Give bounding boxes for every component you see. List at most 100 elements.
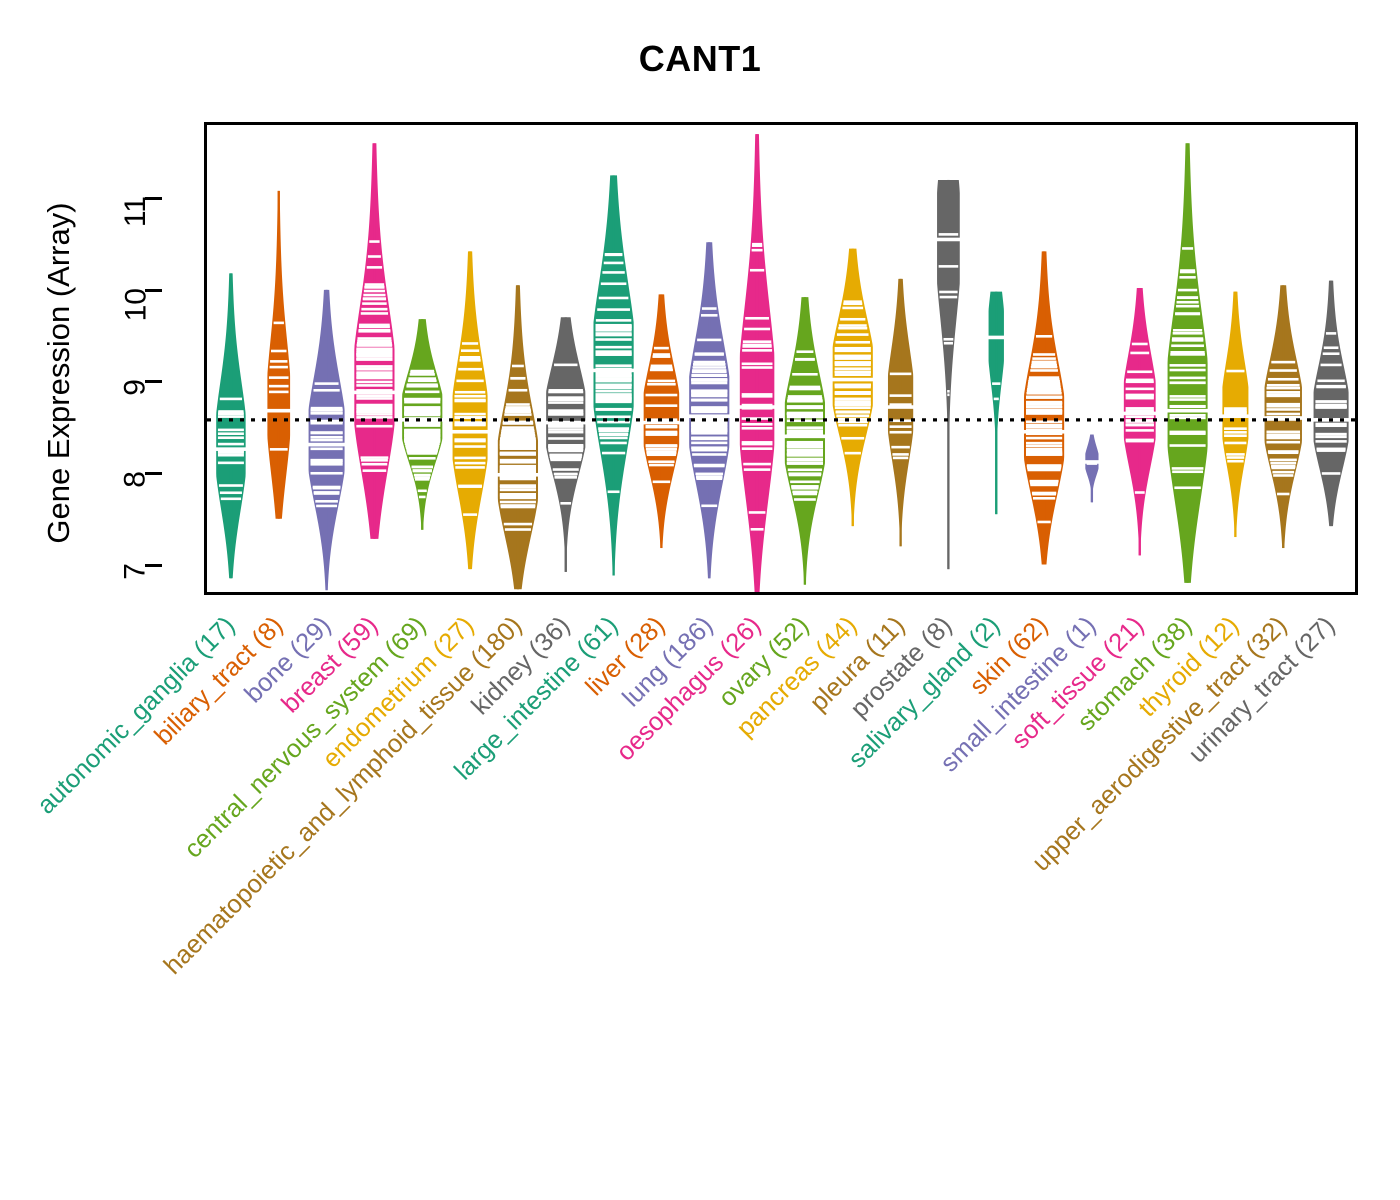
sample-point-gap	[1224, 427, 1247, 430]
sample-point-gap	[692, 453, 727, 456]
sample-point-gap	[645, 444, 678, 447]
sample-point-gap	[691, 394, 728, 398]
violin-small_intestine	[1084, 434, 1100, 503]
violin-range-line	[899, 278, 902, 547]
sample-point-gap	[219, 397, 243, 401]
sample-point-gap	[505, 406, 531, 409]
sample-point-gap	[595, 351, 632, 355]
sample-point-gap	[645, 447, 677, 451]
sample-point-gap	[691, 408, 728, 412]
sample-point-gap	[271, 349, 287, 353]
sample-point-gap	[1027, 385, 1061, 389]
sample-point-gap	[1026, 453, 1063, 456]
sample-point-gap	[553, 472, 578, 476]
sample-point-gap	[1176, 300, 1199, 304]
sample-point-gap	[597, 420, 630, 424]
sample-point-gap	[1026, 426, 1063, 429]
violin-lung	[686, 242, 733, 579]
sample-point-gap	[947, 390, 950, 393]
sample-point-gap	[694, 352, 724, 356]
sample-point-gap	[412, 469, 432, 472]
sample-point-gap	[786, 445, 823, 449]
sample-point-gap	[501, 426, 534, 429]
sample-point-gap	[597, 308, 630, 311]
sample-point-gap	[889, 372, 912, 376]
sample-point-gap	[407, 452, 438, 455]
sample-point-gap	[356, 343, 393, 347]
sample-point-gap	[834, 391, 871, 394]
sample-point-gap	[1125, 380, 1154, 384]
median-marker	[494, 472, 542, 477]
violin-plot-svg	[207, 134, 1355, 592]
sample-point-gap	[838, 326, 868, 330]
sample-point-gap	[691, 419, 728, 423]
sample-point-gap	[595, 319, 632, 322]
sample-point-gap	[1169, 368, 1206, 372]
sample-point-gap	[1315, 422, 1347, 426]
sample-point-gap	[361, 307, 388, 311]
sample-point-gap	[454, 423, 486, 426]
sample-point-gap	[217, 415, 244, 418]
sample-point-gap	[600, 441, 627, 445]
sample-point-gap	[595, 329, 632, 332]
sample-point-gap	[501, 431, 535, 435]
sample-point-gap	[1316, 385, 1346, 389]
sample-point-gap	[1171, 344, 1204, 348]
sample-point-gap	[834, 357, 871, 360]
sample-point-gap	[269, 448, 288, 451]
sample-point-gap	[743, 468, 771, 471]
sample-point-gap	[943, 337, 954, 341]
sample-point-gap	[1320, 363, 1342, 367]
median-marker	[213, 447, 248, 451]
sample-point-gap	[595, 325, 632, 328]
sample-point-gap	[889, 394, 912, 397]
sample-point-gap	[741, 403, 773, 407]
y-tick-label: 9	[119, 379, 152, 397]
sample-point-gap	[502, 421, 534, 425]
sample-point-gap	[462, 342, 479, 345]
sample-point-gap	[356, 397, 393, 400]
sample-point-gap	[1177, 288, 1198, 292]
sample-point-gap	[499, 447, 536, 450]
sample-point-gap	[1270, 461, 1297, 465]
sample-point-gap	[836, 414, 870, 418]
violin-pleura	[886, 278, 916, 547]
sample-point-gap	[786, 429, 823, 433]
sample-point-gap	[834, 367, 871, 371]
sample-point-gap	[454, 456, 486, 460]
sample-point-gap	[889, 403, 912, 406]
sample-point-gap	[499, 471, 536, 475]
sample-point-gap	[310, 438, 343, 442]
violin-thyroid	[1220, 291, 1251, 538]
sample-point-gap	[607, 490, 620, 494]
sample-point-gap	[1028, 378, 1060, 381]
sample-point-gap	[356, 389, 393, 392]
median-marker	[543, 420, 589, 425]
sample-point-gap	[646, 450, 677, 454]
sample-point-gap	[786, 405, 823, 408]
sample-point-gap	[1028, 376, 1060, 379]
sample-point-gap	[1169, 395, 1206, 398]
sample-point-gap	[1026, 389, 1062, 393]
violin-haematopoietic_and_lymphoid_tissue	[494, 285, 542, 590]
sample-point-gap	[499, 452, 536, 455]
sample-point-gap	[838, 324, 867, 327]
y-tick-mark	[145, 288, 162, 292]
sample-point-gap	[1224, 407, 1247, 410]
sample-point-gap	[788, 472, 822, 475]
sample-point-gap	[1315, 435, 1347, 439]
sample-point-gap	[595, 332, 632, 335]
sample-point-gap	[548, 428, 584, 431]
violin-range-line	[277, 190, 280, 519]
sample-point-gap	[506, 403, 530, 406]
sample-point-gap	[691, 378, 728, 381]
sample-point-gap	[741, 366, 773, 369]
sample-point-gap	[404, 413, 441, 417]
sample-point-gap	[595, 407, 632, 411]
sample-point-gap	[646, 452, 677, 455]
sample-point-gap	[363, 289, 385, 293]
sample-point-gap	[356, 424, 393, 428]
y-tick-mark	[145, 471, 162, 475]
sample-point-gap	[1316, 449, 1346, 452]
sample-point-gap	[454, 399, 486, 403]
